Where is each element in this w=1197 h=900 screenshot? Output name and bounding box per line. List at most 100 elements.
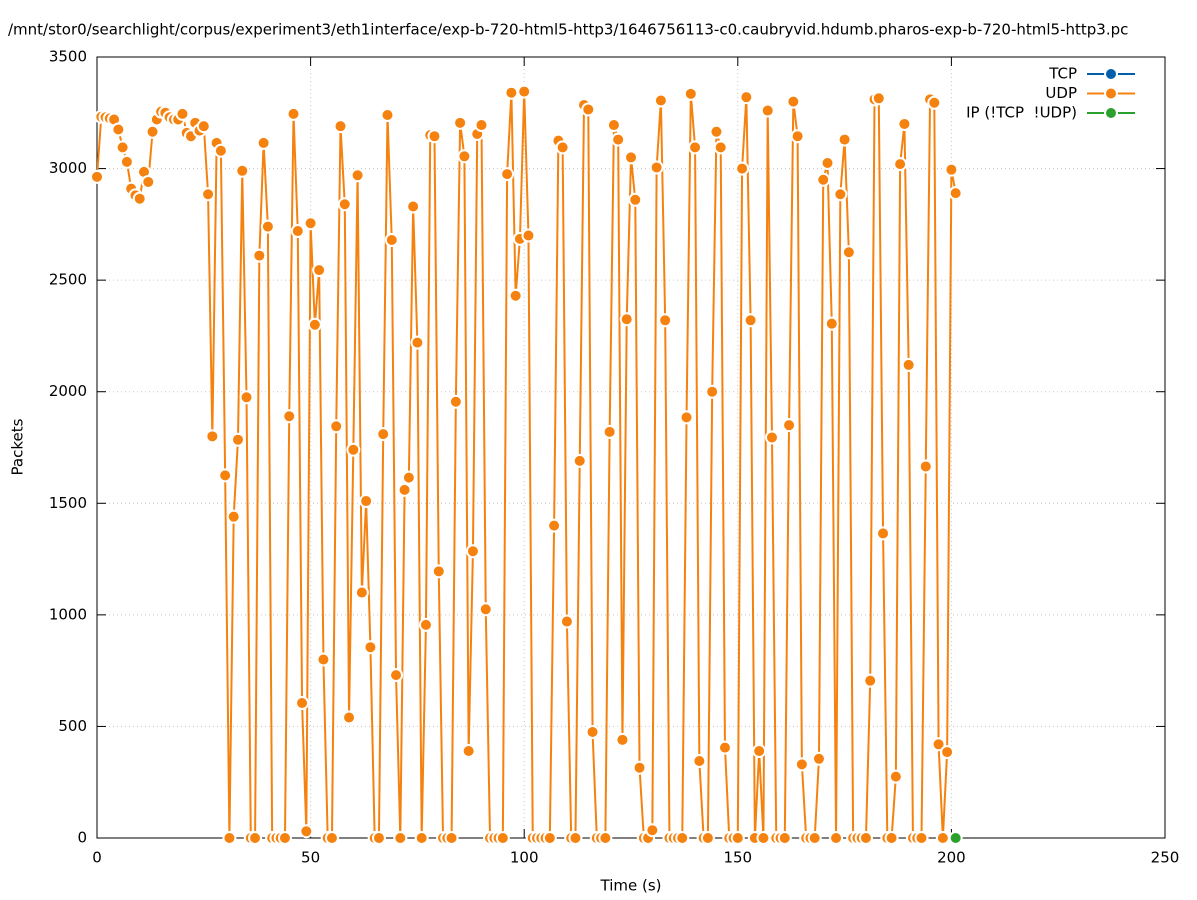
y-tick-label: 3500 — [49, 48, 87, 66]
data-point — [478, 602, 493, 617]
data-point — [389, 668, 404, 683]
data-point — [461, 743, 476, 758]
x-tick-label: 50 — [301, 849, 320, 867]
data-point — [679, 410, 694, 425]
data-point — [876, 526, 891, 541]
data-point — [675, 831, 690, 845]
data-point — [295, 695, 310, 710]
data-point — [239, 390, 254, 405]
data-point — [683, 86, 698, 101]
data-point — [521, 228, 536, 243]
legend-marker — [1104, 86, 1118, 101]
data-point — [756, 831, 771, 845]
data-point — [90, 169, 104, 184]
series-line — [97, 90, 957, 838]
data-point — [384, 232, 399, 247]
data-point — [346, 442, 361, 457]
data-point — [585, 725, 600, 740]
data-point — [495, 831, 510, 845]
data-point — [277, 831, 292, 845]
data-point — [256, 135, 271, 150]
data-point — [359, 494, 374, 509]
data-point — [555, 140, 570, 155]
y-tick-label: 3000 — [49, 159, 87, 177]
data-point — [260, 219, 275, 234]
data-point — [363, 640, 378, 655]
data-point — [119, 154, 134, 169]
data-point — [337, 197, 352, 212]
x-tick-label: 250 — [1151, 849, 1180, 867]
data-point — [824, 316, 839, 331]
data-point — [735, 161, 750, 176]
data-point — [572, 453, 587, 468]
data-point — [790, 129, 805, 144]
chart-title: /mnt/stor0/searchlight/corpus/experiment… — [8, 21, 1128, 39]
y-tick-label: 2500 — [49, 271, 87, 289]
data-point — [606, 118, 621, 133]
data-point — [453, 115, 468, 130]
data-point — [645, 823, 660, 838]
data-point — [444, 831, 459, 845]
legend-label: IP (!TCP !UDP) — [966, 104, 1077, 122]
data-point — [568, 831, 583, 845]
data-point — [316, 652, 331, 667]
y-tick-label: 500 — [58, 717, 87, 735]
data-point — [380, 108, 395, 123]
data-point — [602, 424, 617, 439]
data-point — [371, 831, 386, 845]
data-point — [205, 429, 220, 444]
data-point — [717, 740, 732, 755]
legend-marker — [1104, 106, 1118, 120]
data-point — [213, 143, 228, 158]
data-point — [752, 743, 767, 758]
data-point — [196, 119, 211, 134]
data-point — [764, 430, 779, 445]
data-point — [132, 191, 147, 206]
data-point — [504, 85, 519, 100]
data-point — [414, 831, 429, 845]
data-point — [397, 482, 412, 497]
data-point — [324, 831, 339, 845]
data-point — [893, 157, 908, 172]
data-point — [713, 140, 728, 155]
y-tick-label: 0 — [77, 829, 87, 847]
data-point — [559, 614, 574, 629]
data-point — [448, 394, 463, 409]
data-point — [948, 831, 963, 845]
data-point — [688, 140, 703, 155]
data-point — [542, 831, 557, 845]
data-point — [376, 427, 391, 442]
data-point — [500, 167, 515, 182]
data-point — [871, 91, 886, 106]
data-point — [709, 124, 724, 139]
data-point — [786, 94, 801, 109]
data-point — [927, 95, 942, 110]
data-point — [406, 199, 421, 214]
data-point — [782, 418, 797, 433]
plot-area — [97, 90, 957, 838]
data-point — [829, 831, 844, 845]
data-point — [863, 673, 878, 688]
data-point — [739, 90, 754, 105]
data-point — [837, 132, 852, 147]
data-point — [401, 470, 416, 485]
data-point — [632, 760, 647, 775]
y-axis-label: Packets — [9, 418, 27, 475]
data-point — [329, 419, 344, 434]
data-point — [252, 248, 267, 263]
data-point — [145, 124, 160, 139]
data-point — [307, 317, 322, 332]
data-point — [628, 192, 643, 207]
x-tick-label: 150 — [723, 849, 752, 867]
data-point — [940, 745, 955, 760]
data-point — [427, 129, 442, 144]
plot-border — [96, 56, 1166, 839]
data-point — [354, 585, 369, 600]
data-point — [653, 93, 668, 108]
data-point — [841, 245, 856, 260]
data-point — [547, 518, 562, 533]
data-point — [858, 831, 873, 845]
data-point — [760, 103, 775, 118]
